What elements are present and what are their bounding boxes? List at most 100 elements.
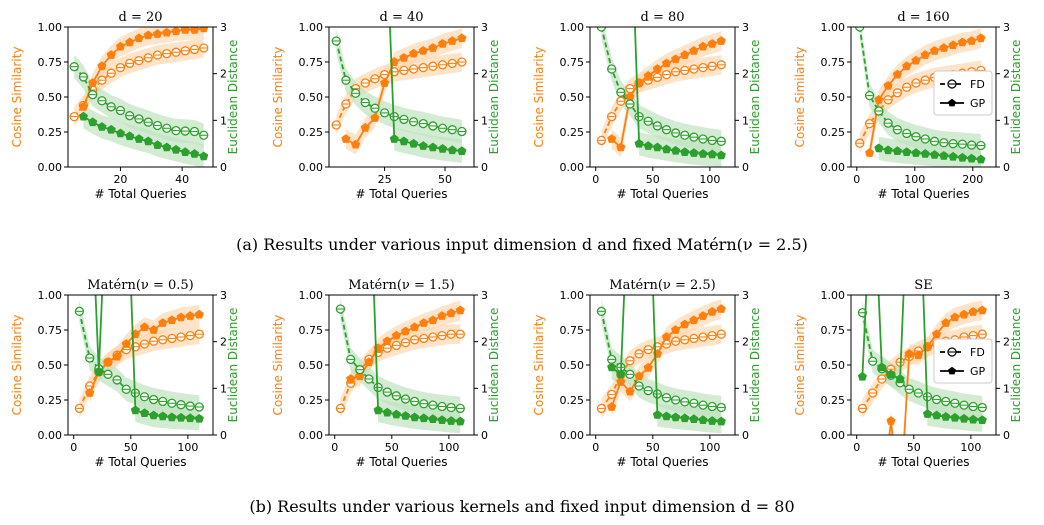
cosine-band-gp	[83, 27, 204, 117]
gp-point-marker	[950, 312, 960, 322]
gp-point-marker	[895, 374, 905, 383]
y-axis-left-label: Cosine Similarity	[10, 47, 24, 148]
x-tick-label: 0	[592, 441, 599, 454]
gp-point-marker	[865, 148, 875, 157]
gp-point-marker	[643, 141, 653, 150]
gp-point-marker	[180, 147, 190, 156]
gp-point-marker	[948, 40, 958, 50]
gp-point-marker	[391, 409, 401, 419]
gp-point-marker	[968, 414, 978, 424]
gp-point-marker	[143, 136, 153, 146]
x-axis-label: # Total Queries	[616, 187, 708, 201]
gp-point-marker	[410, 322, 420, 332]
gp-point-marker	[643, 362, 653, 372]
panel-3: 0.00 0.25 0.50 0.75 1.00 0 1 2 3 0 100 200 d = 160 # …	[793, 10, 1023, 201]
gp-point-marker	[707, 149, 717, 159]
gp-point-marker	[941, 411, 951, 421]
gp-point-marker	[365, 151, 373, 159]
gp-point-marker	[977, 305, 987, 315]
right-tick-label: 0	[742, 161, 749, 174]
panel-title: Matérn(ν = 0.5)	[87, 278, 193, 293]
gp-point-marker	[418, 141, 428, 150]
gp-point-marker	[707, 38, 717, 48]
left-tick-label: 0.25	[560, 394, 585, 407]
gp-point-marker	[671, 412, 681, 422]
gp-point-marker	[162, 142, 172, 152]
gp-point-marker	[130, 405, 140, 415]
gp-point-marker	[428, 414, 438, 423]
gp-point-marker	[939, 150, 949, 160]
gp-point-marker	[892, 69, 902, 79]
x-tick-label: 40	[175, 173, 189, 186]
x-tick-label: 50	[124, 441, 138, 454]
left-tick-label: 0.00	[821, 429, 846, 442]
gp-point-marker	[607, 134, 617, 143]
gp-point-marker	[113, 151, 121, 159]
right-tick-label: 3	[1003, 21, 1010, 34]
gp-point-marker	[139, 408, 150, 417]
gp-point-marker	[400, 326, 411, 336]
panel-title: d = 40	[379, 10, 423, 25]
gp-point-marker	[152, 29, 163, 38]
left-tick-label: 0.25	[821, 126, 846, 139]
gp-point-marker	[121, 339, 131, 348]
right-tick-label: 3	[481, 289, 488, 302]
right-tick-label: 3	[742, 21, 749, 34]
left-tick-label: 0.00	[38, 429, 63, 442]
gp-point-marker	[661, 144, 672, 154]
gp-point-marker	[103, 357, 113, 367]
right-tick-label: 0	[481, 161, 488, 174]
gp-point-marker	[652, 410, 662, 419]
gp-point-marker	[920, 50, 930, 59]
gp-point-marker	[143, 30, 153, 40]
gp-point-marker	[698, 41, 708, 51]
gp-point-marker	[455, 305, 465, 315]
gp-point-marker	[716, 36, 726, 45]
gp-point-marker	[913, 350, 923, 360]
gp-point-marker	[939, 43, 949, 52]
gp-point-marker	[171, 144, 181, 154]
gp-point-marker	[707, 416, 717, 425]
gp-point-marker	[78, 111, 88, 121]
gp-point-marker	[447, 145, 457, 155]
x-tick-label: 25	[378, 173, 392, 186]
left-tick-label: 0.75	[821, 56, 846, 69]
gp-point-marker	[86, 151, 94, 159]
distance-band-fd	[340, 297, 461, 421]
gp-point-marker	[88, 78, 98, 87]
gp-point-marker	[689, 315, 699, 325]
gp-point-marker	[419, 413, 429, 423]
right-tick-label: 2	[742, 68, 749, 81]
plot-area	[335, 151, 465, 434]
left-tick-label: 0.25	[299, 126, 324, 139]
gp-point-marker	[438, 38, 448, 48]
gp-point-marker	[373, 405, 383, 415]
left-tick-label: 0.50	[38, 359, 63, 372]
distance-band-fd	[336, 29, 462, 144]
gp-point-marker	[634, 138, 644, 148]
left-tick-label: 0.50	[560, 91, 585, 104]
y-axis-left-label: Cosine Similarity	[793, 47, 807, 148]
gp-point-marker	[382, 336, 392, 346]
x-tick-label: 100	[699, 173, 720, 186]
left-tick-label: 0.25	[560, 126, 585, 139]
caption-b: (b) Results under various kernels and fi…	[249, 497, 794, 516]
gp-point-marker	[977, 415, 987, 424]
plot-area	[596, 295, 726, 434]
gp-point-marker	[932, 410, 942, 420]
gp-point-marker	[382, 407, 392, 417]
panel-0: 0.00 0.25 0.50 0.75 1.00 0 1 2 3 20 40 d = 20 # Tota…	[10, 10, 240, 201]
right-tick-label: 3	[1003, 289, 1010, 302]
gp-point-marker	[167, 315, 177, 325]
gp-point-marker	[171, 27, 181, 36]
gp-point-marker	[167, 412, 177, 422]
plot-area	[74, 151, 204, 431]
gp-point-marker	[446, 416, 456, 425]
x-tick-label: 50	[907, 441, 921, 454]
right-tick-label: 1	[1003, 382, 1010, 395]
gp-point-marker	[874, 143, 884, 153]
right-tick-label: 0	[481, 429, 488, 442]
y-axis-left-label: Cosine Similarity	[271, 47, 285, 148]
x-axis-label: # Total Queries	[616, 455, 708, 469]
